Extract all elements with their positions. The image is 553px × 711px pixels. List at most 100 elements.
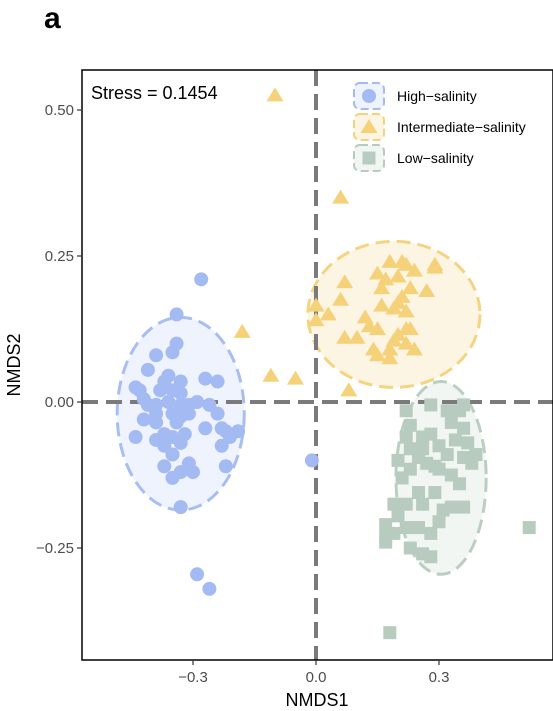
- point-low-39: [412, 521, 425, 535]
- axes: −0.3 0.0 0.3 −0.25 0.00 0.25 0.50: [36, 102, 449, 686]
- legend-marker-low: [362, 151, 376, 165]
- x-tick-label: −0.3: [178, 669, 208, 686]
- point-inter-32: [336, 329, 354, 344]
- point-high-45: [165, 447, 180, 462]
- point-low-9: [424, 427, 438, 441]
- point-inter-12: [336, 274, 354, 289]
- point-inter-4: [381, 253, 399, 268]
- point-inter-29: [348, 329, 366, 344]
- point-high-40: [128, 430, 143, 445]
- point-inter-42: [381, 341, 399, 356]
- legend-marker-inter: [360, 119, 378, 133]
- point-high-54: [202, 581, 217, 596]
- point-inter-36: [233, 323, 251, 338]
- point-low-37: [391, 509, 405, 523]
- point-low-27: [395, 471, 409, 485]
- point-high-8: [173, 374, 188, 389]
- point-high-10: [210, 374, 225, 389]
- point-high-3: [165, 345, 180, 360]
- point-inter-14: [401, 280, 419, 295]
- point-high-23: [202, 397, 217, 412]
- point-low-33: [416, 497, 430, 511]
- point-low-4: [453, 404, 466, 418]
- point-high-4: [149, 348, 164, 363]
- point-inter-2: [332, 291, 350, 306]
- data-points: [128, 87, 536, 640]
- legend-label-low: Low−salinity: [397, 150, 474, 166]
- point-inter-6: [397, 256, 415, 271]
- point-high-51: [186, 465, 200, 480]
- point-inter-19: [385, 300, 403, 315]
- point-low-48: [424, 550, 438, 564]
- point-low-40: [399, 521, 413, 535]
- point-low-17: [440, 448, 454, 462]
- point-low-24: [391, 453, 405, 467]
- point-low-6: [444, 415, 458, 429]
- point-high-53: [190, 567, 205, 582]
- point-inter-41: [405, 341, 423, 356]
- point-high-27: [181, 406, 196, 421]
- point-low-45: [379, 535, 393, 549]
- point-inter-37: [262, 367, 280, 382]
- point-high-9: [198, 371, 213, 386]
- y-tick-label: 0.00: [45, 394, 74, 411]
- point-inter-22: [319, 306, 337, 321]
- point-high-50: [165, 470, 180, 485]
- legend: High−salinity Intermediate−salinity Low−sa…: [353, 82, 526, 172]
- point-inter-20: [397, 303, 415, 318]
- point-high-43: [157, 438, 172, 453]
- point-low-7: [457, 421, 471, 435]
- point-low-34: [457, 500, 471, 514]
- point-low-30: [428, 486, 442, 500]
- point-low-31: [399, 497, 413, 511]
- x-axis-title: NMDS1: [285, 690, 348, 710]
- point-low-10: [448, 433, 462, 447]
- point-low-49: [522, 521, 536, 535]
- point-high-30: [149, 415, 164, 430]
- panel-label: a: [44, 2, 61, 35]
- plot-frame: [81, 69, 553, 661]
- point-high-48: [218, 459, 233, 474]
- point-low-12: [399, 430, 413, 444]
- point-high-47: [157, 459, 172, 474]
- point-low-3: [399, 404, 413, 418]
- point-low-50: [383, 626, 397, 640]
- point-high-44: [214, 438, 229, 453]
- point-inter-23: [307, 312, 325, 327]
- point-low-46: [403, 541, 417, 555]
- point-inter-26: [369, 321, 386, 335]
- point-inter-3: [369, 265, 386, 280]
- point-inter-8: [426, 259, 444, 274]
- point-low-42: [424, 526, 438, 540]
- point-high-31: [169, 415, 184, 430]
- point-high-0: [194, 272, 209, 287]
- point-inter-1: [332, 189, 350, 204]
- point-low-11: [461, 436, 475, 450]
- stress-annotation: Stress = 0.1454: [91, 83, 218, 103]
- point-high-17: [161, 395, 176, 409]
- point-high-28: [210, 406, 225, 421]
- point-inter-38: [287, 370, 304, 385]
- point-inter-10: [389, 268, 407, 283]
- point-high-1: [169, 307, 184, 322]
- point-inter-40: [397, 335, 415, 350]
- point-low-5: [403, 418, 417, 432]
- point-high-13: [153, 383, 168, 398]
- point-high-15: [173, 386, 188, 401]
- point-low-32: [387, 497, 401, 511]
- point-low-23: [432, 462, 446, 476]
- point-low-0: [440, 404, 454, 418]
- point-high-29: [136, 412, 151, 427]
- point-inter-31: [401, 321, 419, 335]
- x-tick-label: 0.0: [306, 669, 327, 686]
- point-high-32: [198, 421, 213, 436]
- point-inter-13: [373, 280, 391, 295]
- y-tick-label: 0.50: [45, 102, 74, 119]
- point-low-2: [424, 398, 438, 412]
- y-axis-title: NMDS2: [4, 333, 24, 396]
- x-tick-label: 0.3: [429, 669, 450, 686]
- point-inter-15: [418, 283, 436, 298]
- point-low-29: [412, 486, 425, 500]
- point-inter-9: [405, 262, 423, 277]
- legend-label-high: High−salinity: [397, 88, 477, 104]
